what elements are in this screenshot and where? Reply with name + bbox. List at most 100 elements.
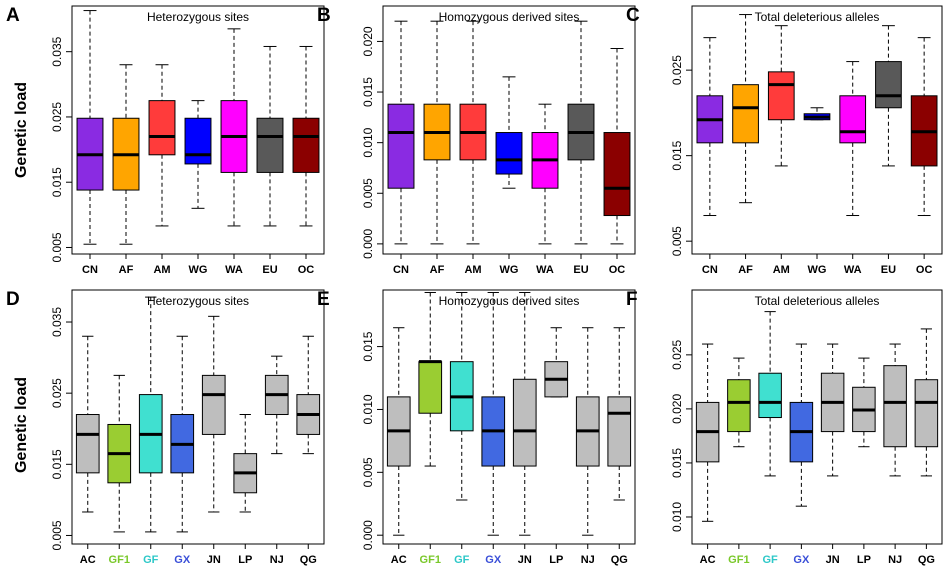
y-tick-label: 0.015	[361, 77, 375, 107]
box-wg	[184, 117, 212, 165]
x-category-label: JN	[518, 554, 532, 566]
panel-letter: C	[626, 5, 640, 26]
x-category-label: OC	[298, 264, 315, 276]
y-tick-label: 0.025	[670, 55, 684, 85]
y-tick-label: 0.035	[50, 307, 64, 337]
x-category-label: GX	[485, 554, 502, 566]
x-category-label: WG	[189, 264, 208, 276]
y-tick-label: 0.020	[670, 394, 684, 424]
y-tick-label: 0.010	[361, 127, 375, 157]
x-category-label: LP	[857, 554, 871, 566]
panel-e: E Homozygous derived sites 0.000 0.005 0.010…	[317, 289, 636, 566]
x-category-label: GX	[793, 554, 810, 566]
y-tick-label: 0.010	[361, 394, 375, 424]
panel-letter: D	[6, 289, 20, 310]
y-tick-label: 0.015	[50, 167, 64, 197]
x-category-label: QG	[611, 554, 628, 566]
panel-title: Homozygous derived sites	[439, 294, 580, 308]
y-tick-label: 0.015	[361, 331, 375, 361]
x-category-label: CN	[702, 264, 718, 276]
panel-f: F Total deleterious alleles 0.010 0.015 0.02…	[626, 289, 943, 566]
panel-d: D Heterozygous sites 0.005 0.015 0.025 0.035 A…	[6, 289, 325, 566]
box-nj	[883, 365, 907, 448]
box-oc	[292, 117, 320, 173]
x-category-label: GF	[143, 554, 159, 566]
y-axis-label-bottom: Genetic load	[13, 377, 30, 473]
box-qg	[914, 379, 939, 448]
panel-a: A Heterozygous sites 0.005 0.015 0.025 0.035 C…	[6, 5, 325, 276]
y-tick-label: 0.025	[50, 102, 64, 132]
x-category-label: GF	[454, 554, 470, 566]
panel-letter: F	[626, 289, 638, 310]
box-gf1	[727, 379, 751, 433]
x-category-label: AM	[153, 264, 170, 276]
panel-title: Homozygous derived sites	[439, 10, 580, 24]
y-tick-label: 0.025	[670, 340, 684, 370]
panel-letter: E	[317, 289, 330, 310]
box-am	[767, 71, 795, 121]
plot-frame	[382, 289, 636, 545]
box-gf	[758, 372, 782, 419]
box-oc	[603, 132, 631, 217]
x-category-label: WG	[500, 264, 519, 276]
x-category-label: AC	[391, 554, 407, 566]
box-cn	[387, 103, 415, 189]
box-eu	[256, 117, 284, 173]
panel-title: Heterozygous sites	[147, 10, 249, 24]
y-tick-label: 0.015	[50, 449, 64, 479]
x-category-label: QG	[300, 554, 317, 566]
x-category-label: NJ	[581, 554, 595, 566]
x-category-label: GF	[762, 554, 778, 566]
y-axis-label-top: Genetic load	[13, 82, 30, 178]
y-tick-label: 0.005	[670, 226, 684, 256]
y-tick-label: 0.005	[361, 178, 375, 208]
x-category-label: GX	[174, 554, 191, 566]
y-tick-label: 0.035	[50, 36, 64, 66]
x-category-label: JN	[207, 554, 221, 566]
panel-b: B Homozygous derived sites 0.000 0.005 0.010…	[317, 5, 636, 276]
x-category-label: AM	[773, 264, 790, 276]
y-tick-label: 0.000	[361, 229, 375, 259]
box-jn	[201, 374, 226, 435]
y-tick-label: 0.015	[670, 448, 684, 478]
x-category-label: WA	[844, 264, 862, 276]
panel-c: C Total deleterious alleles 0.005 0.015 0.02…	[626, 5, 943, 276]
plot-frame	[691, 5, 943, 255]
box-am	[148, 100, 176, 156]
x-category-label: CN	[393, 264, 409, 276]
y-tick-label: 0.005	[50, 520, 64, 550]
y-tick-label: 0.005	[361, 457, 375, 487]
box-af	[732, 84, 759, 144]
x-category-label: EU	[881, 264, 896, 276]
box-eu	[875, 61, 902, 109]
plot-frame	[691, 289, 943, 545]
x-category-label: OC	[609, 264, 626, 276]
x-category-label: WG	[808, 264, 827, 276]
x-category-label: JN	[826, 554, 840, 566]
y-tick-label: 0.010	[670, 502, 684, 532]
x-category-label: NJ	[888, 554, 902, 566]
panel-letter: A	[6, 5, 20, 26]
x-category-label: AC	[700, 554, 716, 566]
box-jn	[512, 378, 537, 467]
panel-title: Total deleterious alleles	[755, 10, 880, 24]
panel-title: Heterozygous sites	[147, 294, 249, 308]
x-category-label: LP	[238, 554, 252, 566]
x-category-label: QG	[918, 554, 935, 566]
y-tick-label: 0.020	[361, 26, 375, 56]
x-category-label: AF	[738, 264, 753, 276]
x-category-label: AF	[430, 264, 445, 276]
x-category-label: CN	[82, 264, 98, 276]
panel-letter: B	[317, 5, 331, 26]
x-category-label: AF	[119, 264, 134, 276]
panel-title: Total deleterious alleles	[755, 294, 880, 308]
box-wa	[839, 95, 867, 144]
plot-frame	[71, 289, 325, 545]
x-category-label: EU	[573, 264, 588, 276]
x-category-label: WA	[225, 264, 243, 276]
y-tick-label: 0.005	[50, 232, 64, 262]
x-category-label: GF1	[109, 554, 130, 566]
box-qg	[607, 396, 632, 467]
box-wg	[495, 132, 523, 175]
x-category-label: EU	[262, 264, 277, 276]
